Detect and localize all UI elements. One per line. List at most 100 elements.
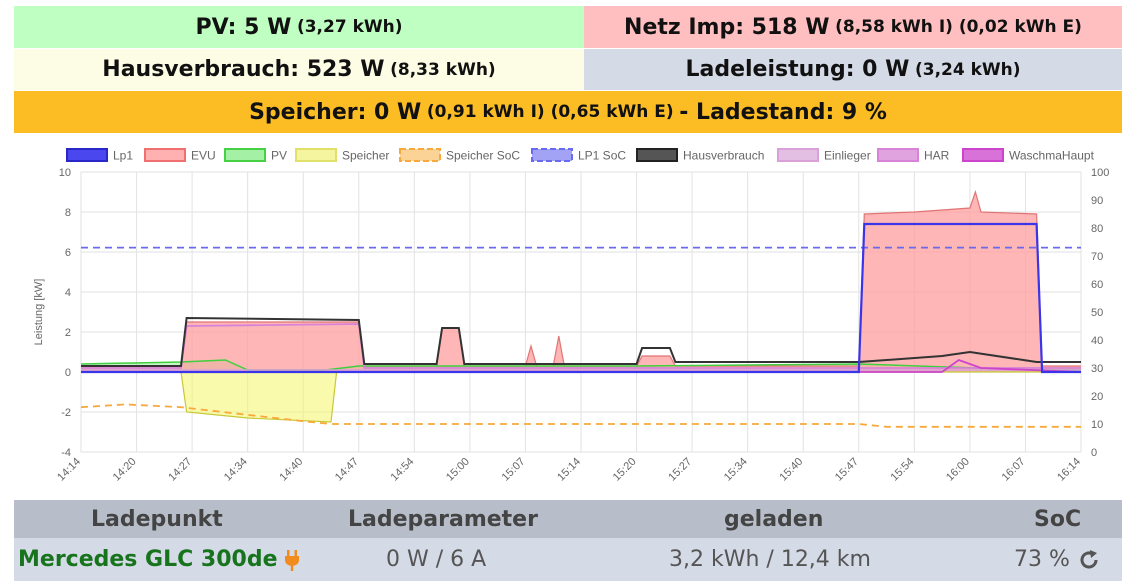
x-tick-label: 14:54 — [389, 456, 417, 484]
house-consumption-tile: Hausverbrauch: 523 W (8,33 kWh) — [14, 49, 584, 90]
x-tick-label: 15:00 — [444, 456, 472, 484]
legend-swatch — [66, 148, 108, 162]
legend-swatch — [144, 148, 186, 162]
y2-tick-label: 100 — [1091, 167, 1109, 179]
legend-item[interactable]: PV — [224, 148, 287, 163]
grid-energy: (8,58 kWh I) (0,02 kWh E) — [835, 17, 1082, 37]
battery-energy: (0,91 kWh I) (0,65 kWh E) — [426, 102, 674, 122]
legend-label: Speicher SoC — [446, 149, 520, 163]
legend-item[interactable]: EVU — [144, 148, 216, 163]
y-tick-label: 0 — [65, 367, 71, 379]
legend-label: LP1 SoC — [578, 149, 626, 163]
series-line-hausverbrauch — [81, 316, 1081, 367]
plug-icon — [284, 548, 300, 572]
x-tick-label: 14:34 — [222, 456, 250, 484]
y2-tick-label: 60 — [1091, 279, 1103, 291]
legend-swatch — [531, 148, 573, 162]
legend-swatch — [399, 148, 441, 162]
battery-tile: Speicher: 0 W (0,91 kWh I) (0,65 kWh E) … — [14, 91, 1122, 133]
charge-point-table: Ladepunkt Ladeparameter geladen SoC Merc… — [14, 500, 1122, 581]
charge-parameter-value: 0 W / 6 A — [386, 547, 487, 572]
y-tick-label: 10 — [59, 167, 71, 179]
legend-item[interactable]: LP1 SoC — [531, 148, 626, 163]
legend-item[interactable]: Lp1 — [66, 148, 133, 163]
x-tick-label: 14:27 — [166, 456, 194, 484]
house-consumption-energy: (8,33 kWh) — [390, 59, 496, 80]
legend-label: Speicher — [342, 149, 389, 163]
legend-swatch — [636, 148, 678, 162]
legend-swatch — [877, 148, 919, 162]
header-ladepunkt: Ladepunkt — [91, 506, 223, 532]
legend-item[interactable]: WaschmaHaupt — [962, 148, 1095, 163]
charging-power-value: Ladeleistung: 0 W — [685, 57, 910, 82]
battery-value: Speicher: 0 W — [249, 99, 422, 125]
series-area-speicher — [81, 372, 1081, 422]
vehicle-cell[interactable]: Mercedes GLC 300de — [18, 538, 300, 581]
power-chart: 10 8 6 4 2 0 -2 -4 100 90 80 70 60 50 40 30 20 10 0 14:14 14… — [14, 140, 1122, 496]
legend-label: HAR — [924, 149, 950, 163]
y-axis-label: Leistung [kW] — [33, 279, 45, 346]
charging-power-tile: Ladeleistung: 0 W (3,24 kWh) — [584, 49, 1122, 90]
pv-value: PV: 5 W — [195, 14, 292, 40]
y2-tick-label: 0 — [1091, 447, 1097, 459]
y-tick-label: 6 — [65, 247, 71, 259]
legend-swatch — [224, 148, 266, 162]
x-tick-label: 16:07 — [1000, 456, 1028, 484]
legend-label: Einlieger — [824, 149, 871, 163]
legend-item[interactable]: HAR — [877, 148, 950, 163]
legend-swatch — [777, 148, 819, 162]
series-line-lp1 — [81, 222, 1081, 374]
x-tick-label: 15:54 — [889, 456, 917, 484]
legend-swatch — [295, 148, 337, 162]
y2-tick-label: 90 — [1091, 195, 1103, 207]
legend-label: PV — [271, 149, 287, 163]
x-tick-label: 16:14 — [1055, 456, 1083, 484]
grid-value: Netz Imp: 518 W — [624, 14, 830, 40]
legend-item[interactable]: Einlieger — [777, 148, 871, 163]
x-tick-label: 15:47 — [833, 456, 861, 484]
header-ladeparameter: Ladeparameter — [348, 506, 538, 532]
battery-soc: - Ladestand: 9 % — [679, 99, 887, 125]
house-consumption-value: Hausverbrauch: 523 W — [102, 57, 385, 82]
x-tick-label: 14:20 — [111, 456, 139, 484]
legend-item[interactable]: Hausverbrauch — [636, 148, 764, 163]
series-area-evu — [81, 192, 1081, 372]
y-tick-label: 4 — [65, 287, 71, 299]
y2-tick-label: 50 — [1091, 307, 1103, 319]
legend-label: Hausverbrauch — [683, 149, 764, 163]
pv-tile: PV: 5 W (3,27 kWh) — [14, 6, 584, 48]
soc-value: 73 % — [1014, 547, 1070, 572]
table-header: Ladepunkt Ladeparameter geladen SoC — [14, 500, 1122, 538]
legend-item[interactable]: Speicher — [295, 148, 389, 163]
y-tick-label: 2 — [65, 327, 71, 339]
legend-label: Lp1 — [113, 149, 133, 163]
charging-power-energy: (3,24 kWh) — [914, 59, 1021, 80]
series-line-har — [81, 323, 1081, 369]
x-tick-label: 14:47 — [333, 456, 361, 484]
x-tick-label: 14:14 — [55, 456, 83, 484]
y-tick-label: -2 — [61, 407, 71, 419]
y-tick-label: -4 — [61, 447, 71, 459]
legend-item[interactable]: Speicher SoC — [399, 148, 520, 163]
x-tick-label: 16:00 — [944, 456, 972, 484]
x-tick-label: 15:27 — [666, 456, 694, 484]
y2-tick-label: 70 — [1091, 251, 1103, 263]
legend-label: EVU — [191, 149, 216, 163]
vehicle-name[interactable]: Mercedes GLC 300de — [18, 547, 278, 572]
refresh-icon[interactable] — [1078, 549, 1100, 571]
x-tick-label: 15:34 — [722, 456, 750, 484]
table-row: Mercedes GLC 300de 0 W / 6 A 3,2 kWh / 1… — [14, 538, 1122, 581]
soc-cell: 73 % — [1014, 538, 1100, 581]
y2-tick-label: 40 — [1091, 335, 1103, 347]
x-tick-label: 15:20 — [611, 456, 639, 484]
y-tick-label: 8 — [65, 207, 71, 219]
x-tick-label: 15:40 — [777, 456, 805, 484]
header-geladen: geladen — [724, 506, 824, 532]
legend-label: WaschmaHaupt — [1009, 149, 1095, 163]
header-soc: SoC — [1034, 506, 1082, 532]
legend-swatch — [962, 148, 1004, 162]
series-line-speicher-soc — [80, 403, 1081, 428]
pv-energy: (3,27 kWh) — [296, 17, 403, 37]
x-tick-label: 14:40 — [277, 456, 305, 484]
